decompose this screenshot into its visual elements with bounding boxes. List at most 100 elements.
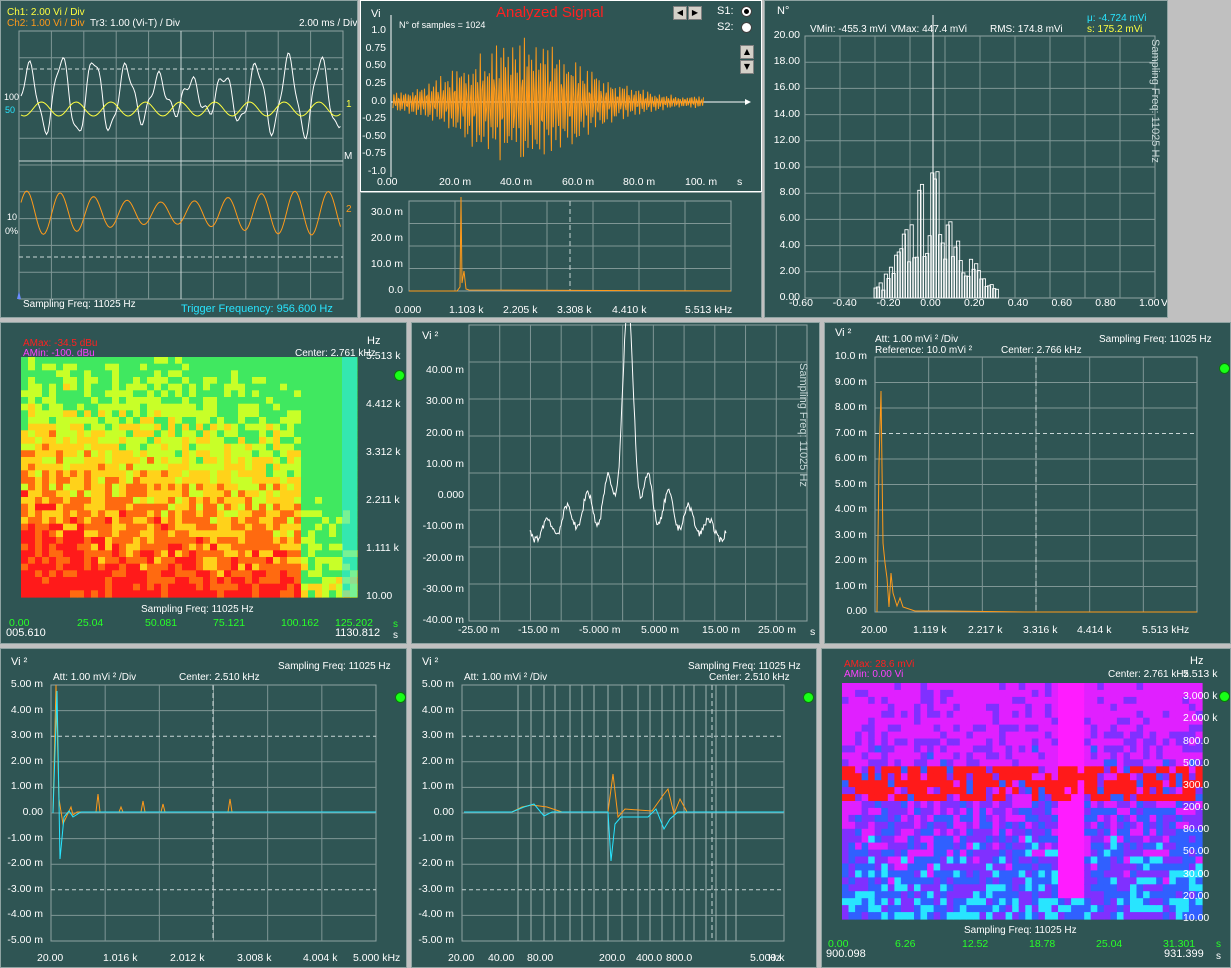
spectrogram-cell — [953, 738, 961, 746]
spectrogram-cell — [1143, 794, 1151, 802]
spectrogram-cell — [927, 773, 935, 781]
spectrogram-cell — [900, 787, 908, 795]
spectrogram-cell — [322, 377, 330, 385]
spectrogram-cell — [874, 814, 882, 823]
spectrogram-cell — [1071, 731, 1079, 740]
spectrogram-cell — [855, 801, 863, 809]
spectrogram-cell — [1018, 794, 1026, 802]
spectrogram-cell — [154, 563, 162, 571]
spectrogram-cell — [966, 689, 974, 698]
spectrogram-cell — [1130, 835, 1138, 844]
s1-radio[interactable] — [741, 6, 752, 17]
spectrogram-cell — [1051, 710, 1059, 719]
spectrogram-cell — [315, 390, 323, 398]
spectrogram-cell — [168, 490, 176, 498]
spectrogram-cell — [28, 523, 36, 531]
spectrogram-cell — [881, 759, 889, 767]
spectrogram-cell — [294, 510, 302, 518]
scroll-down-button[interactable]: ▼ — [740, 60, 754, 74]
spectrogram-cell — [273, 470, 281, 478]
spectrogram-cell — [900, 731, 908, 740]
spectrogram-cell — [933, 801, 941, 809]
spectrogram-cell — [217, 390, 225, 398]
spectrogram-cell — [140, 437, 148, 445]
spectrogram-cell — [1018, 787, 1026, 795]
spectrogram-cell — [959, 863, 967, 871]
spectrogram-cell — [1064, 710, 1072, 719]
spectrogram-cell — [133, 523, 141, 531]
spectrogram-cell — [168, 370, 176, 378]
x-tick-label: Hz — [768, 952, 781, 964]
y-tick-label: -4.00 m — [7, 908, 43, 921]
spectrogram-cell — [196, 403, 204, 411]
spectrogram-cell — [1071, 912, 1079, 920]
spectrogram-cell — [203, 443, 211, 451]
spectrogram-cell — [887, 710, 895, 719]
x-tick-label: 3.316 k — [1023, 624, 1058, 636]
spectrogram-cell — [84, 423, 92, 431]
spectrogram-cell — [329, 577, 337, 585]
spectrogram-cell — [946, 828, 954, 837]
spectrogram-cell — [1005, 912, 1013, 920]
spectrogram-cell — [56, 470, 64, 478]
spectrogram-cell — [315, 457, 323, 465]
y-tick-label: 7.00 m — [834, 426, 867, 439]
spectrogram-cell — [224, 490, 232, 498]
spectrogram-cell — [189, 457, 197, 465]
spectrogram-cell — [273, 530, 281, 538]
spectrogram-cell — [1038, 807, 1046, 816]
spectrogram-cell — [874, 703, 882, 712]
spectrogram-cell — [266, 470, 274, 478]
spectrogram-cell — [1162, 835, 1170, 844]
spectrogram-cell — [196, 390, 204, 398]
spectrogram-cell — [940, 835, 948, 844]
spectrogram-cell — [920, 745, 928, 753]
spectrogram-cell — [1012, 780, 1020, 788]
spectrogram-cell — [1090, 905, 1098, 913]
spectrogram-cell — [1182, 773, 1190, 781]
spectrogram-cell — [217, 417, 225, 425]
spectrogram-cell — [329, 430, 337, 438]
spectrogram-cell — [914, 724, 922, 733]
next-button[interactable]: ▶ — [688, 6, 702, 20]
spectrogram-cell — [986, 884, 994, 892]
spectrogram-cell — [49, 470, 57, 478]
spectrogram-cell — [91, 457, 99, 465]
spectrogram-cell — [1097, 780, 1105, 788]
spectrogram-cell — [1116, 787, 1124, 795]
spectrogram-cell — [1012, 912, 1020, 920]
spectrogram-cell — [1123, 683, 1131, 691]
spectrogram-cell — [1097, 717, 1105, 726]
spectrogram-cell — [245, 477, 253, 485]
spectrogram-cell — [91, 397, 99, 405]
spectrogram-cell — [301, 430, 309, 438]
spectrogram-cell — [203, 410, 211, 418]
spectrogram-cell — [966, 731, 974, 740]
spectrogram-cell — [1103, 773, 1111, 781]
spectrogram-cell — [28, 457, 36, 465]
spectrogram-cell — [210, 390, 218, 398]
spectrogram-cell — [1156, 821, 1164, 830]
spectrogram-cell — [112, 483, 120, 491]
spectrogram-cell — [1162, 752, 1170, 760]
spectrogram-cell — [182, 463, 190, 471]
spectrogram-cell — [70, 463, 78, 471]
spectrogram-cell — [294, 523, 302, 531]
spectrogram-cell — [1169, 912, 1177, 920]
spectrogram-cell — [70, 590, 78, 598]
spectrogram-cell — [999, 766, 1007, 774]
y-tick-label: -20.00 m — [422, 551, 464, 564]
spectrogram-cell — [992, 814, 1000, 823]
scroll-up-button[interactable]: ▲ — [740, 45, 754, 59]
spectrogram-cell — [1051, 807, 1059, 816]
spectrogram-cell — [1064, 683, 1072, 691]
s2-radio[interactable] — [741, 22, 752, 33]
spectrogram-cell — [1188, 794, 1196, 802]
spectrogram-cell — [336, 383, 344, 391]
prev-button[interactable]: ◀ — [673, 6, 687, 20]
spectrogram-cell — [1064, 717, 1072, 726]
spectrogram-cell — [1064, 856, 1072, 864]
spectrogram-cell — [1025, 683, 1033, 691]
spectrogram-cell — [881, 801, 889, 809]
spectrogram-cell — [21, 510, 29, 518]
